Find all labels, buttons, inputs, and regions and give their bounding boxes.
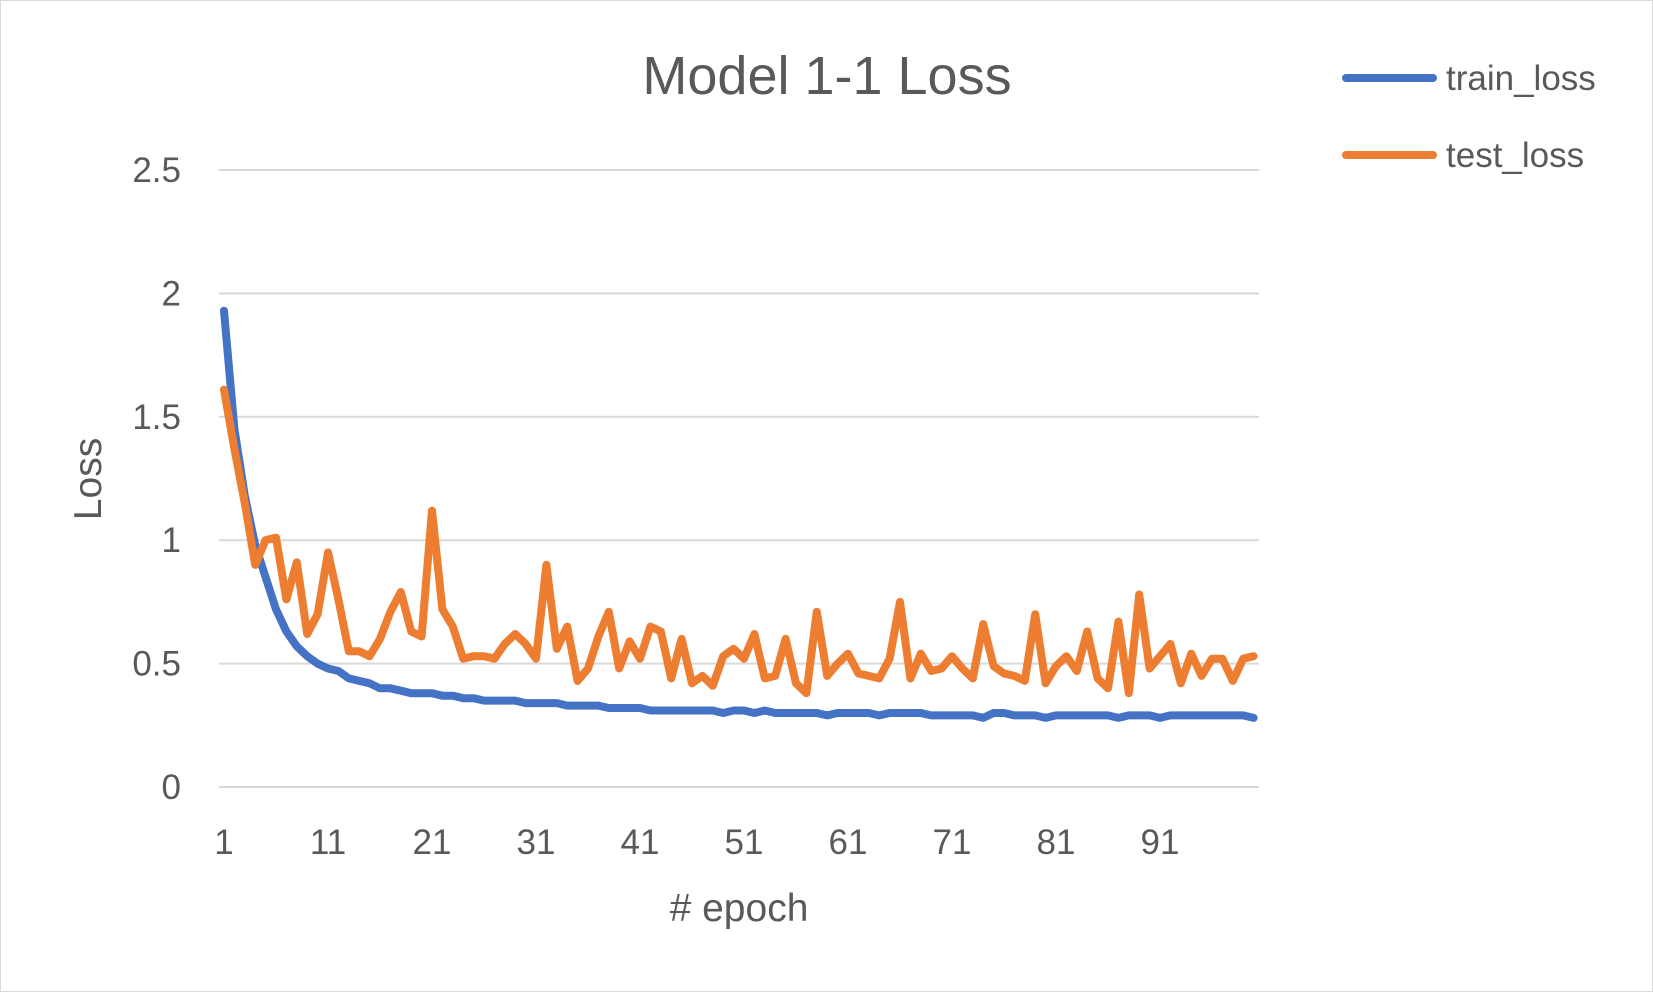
x-axis-title: # epoch [670,887,809,930]
chart-title: Model 1-1 Loss [642,46,1011,106]
legend-label-test-loss: test_loss [1446,136,1584,175]
series-lines [220,306,1258,722]
legend-label-train-loss: train_loss [1446,59,1596,98]
legend: train_loss test_loss [1342,59,1596,175]
y-tick-label: 1 [162,521,181,560]
legend-item-test-loss: test_loss [1342,136,1584,175]
y-axis-tick-labels: 0 0.5 1 1.5 2 2.5 [132,151,181,807]
y-tick-label: 2.5 [132,151,181,190]
y-tick-label: 2 [162,274,181,313]
y-tick-label: 0 [162,768,181,807]
legend-item-train-loss: train_loss [1342,59,1596,98]
x-tick-label: 81 [1037,823,1076,862]
y-tick-label: 0.5 [132,645,181,684]
x-tick-label: 1 [214,823,233,862]
x-tick-label: 71 [933,823,972,862]
gridlines [219,169,1259,788]
x-tick-label: 91 [1141,823,1180,862]
x-tick-label: 41 [621,823,660,862]
x-tick-label: 11 [310,823,346,862]
y-tick-label: 1.5 [132,398,181,437]
series-line-test-loss [220,385,1258,698]
x-tick-label: 61 [829,823,868,862]
x-tick-label: 51 [725,823,764,862]
x-axis-tick-labels: 1 11 21 31 41 51 61 71 81 91 [214,823,1179,862]
y-axis-title: Loss [67,438,110,520]
x-tick-label: 21 [413,823,452,862]
x-tick-label: 31 [517,823,556,862]
series-line-train-loss [220,306,1258,722]
